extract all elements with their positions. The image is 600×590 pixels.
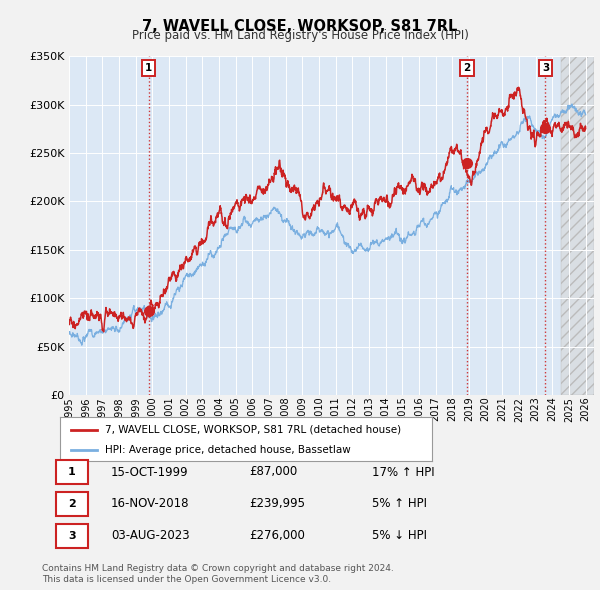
Text: Contains HM Land Registry data © Crown copyright and database right 2024.: Contains HM Land Registry data © Crown c… (42, 565, 394, 573)
Text: 3: 3 (68, 531, 76, 540)
Text: £239,995: £239,995 (249, 497, 305, 510)
Text: Price paid vs. HM Land Registry's House Price Index (HPI): Price paid vs. HM Land Registry's House … (131, 30, 469, 42)
Text: 17% ↑ HPI: 17% ↑ HPI (372, 466, 434, 478)
Text: 7, WAVELL CLOSE, WORKSOP, S81 7RL: 7, WAVELL CLOSE, WORKSOP, S81 7RL (142, 19, 458, 34)
Text: 16-NOV-2018: 16-NOV-2018 (111, 497, 190, 510)
Text: 3: 3 (542, 63, 549, 73)
Bar (560, 56, 594, 395)
Text: 7, WAVELL CLOSE, WORKSOP, S81 7RL (detached house): 7, WAVELL CLOSE, WORKSOP, S81 7RL (detac… (104, 425, 401, 434)
Text: £87,000: £87,000 (249, 466, 297, 478)
Text: 15-OCT-1999: 15-OCT-1999 (111, 466, 188, 478)
Text: 1: 1 (145, 63, 152, 73)
Text: This data is licensed under the Open Government Licence v3.0.: This data is licensed under the Open Gov… (42, 575, 331, 584)
Text: 2: 2 (463, 63, 470, 73)
Text: 03-AUG-2023: 03-AUG-2023 (111, 529, 190, 542)
Text: 5% ↑ HPI: 5% ↑ HPI (372, 497, 427, 510)
Text: £276,000: £276,000 (249, 529, 305, 542)
Text: 5% ↓ HPI: 5% ↓ HPI (372, 529, 427, 542)
Text: 2: 2 (68, 499, 76, 509)
Bar (560, 56, 594, 395)
Text: HPI: Average price, detached house, Bassetlaw: HPI: Average price, detached house, Bass… (104, 445, 350, 455)
Text: 1: 1 (68, 467, 76, 477)
